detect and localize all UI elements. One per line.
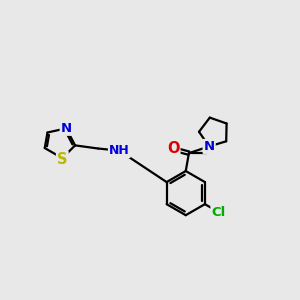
Text: S: S (57, 152, 68, 167)
Text: N: N (204, 140, 215, 153)
Text: NH: NH (109, 144, 130, 157)
Text: Cl: Cl (212, 206, 226, 218)
Text: N: N (61, 122, 72, 135)
Text: O: O (167, 141, 179, 156)
